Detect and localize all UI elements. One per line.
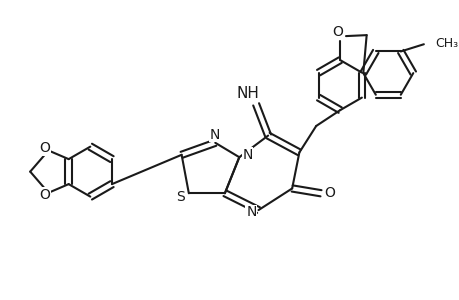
Text: O: O <box>324 186 334 200</box>
Text: N: N <box>210 128 220 142</box>
Text: N: N <box>246 206 256 220</box>
Text: CH₃: CH₃ <box>434 37 457 50</box>
Text: S: S <box>175 190 184 204</box>
Text: O: O <box>332 25 342 39</box>
Text: N: N <box>242 148 252 162</box>
Text: O: O <box>39 141 50 155</box>
Text: O: O <box>39 188 50 202</box>
Text: NH: NH <box>235 86 258 101</box>
